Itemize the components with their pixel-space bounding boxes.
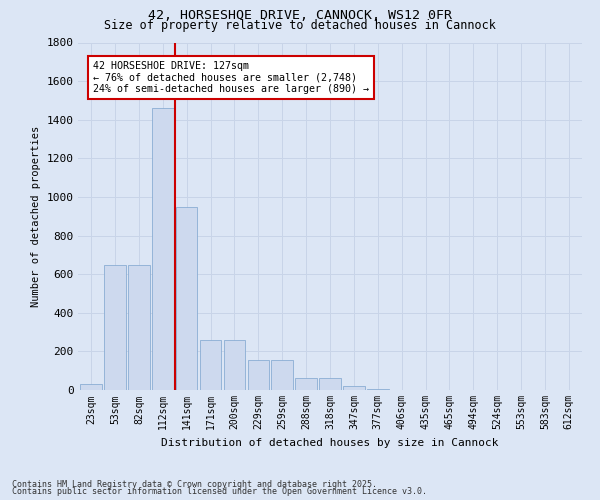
X-axis label: Distribution of detached houses by size in Cannock: Distribution of detached houses by size …	[161, 438, 499, 448]
Y-axis label: Number of detached properties: Number of detached properties	[31, 126, 41, 307]
Bar	[248, 360, 269, 390]
Bar	[343, 386, 365, 390]
Text: 42 HORSESHOE DRIVE: 127sqm
← 76% of detached houses are smaller (2,748)
24% of s: 42 HORSESHOE DRIVE: 127sqm ← 76% of deta…	[93, 61, 369, 94]
Bar	[200, 340, 221, 390]
Text: Size of property relative to detached houses in Cannock: Size of property relative to detached ho…	[104, 19, 496, 32]
Bar	[80, 384, 102, 390]
Text: Contains HM Land Registry data © Crown copyright and database right 2025.: Contains HM Land Registry data © Crown c…	[12, 480, 377, 489]
Bar	[152, 108, 173, 390]
Text: 42, HORSESHOE DRIVE, CANNOCK, WS12 0FR: 42, HORSESHOE DRIVE, CANNOCK, WS12 0FR	[148, 9, 452, 22]
Bar	[271, 360, 293, 390]
Text: Contains public sector information licensed under the Open Government Licence v3: Contains public sector information licen…	[12, 488, 427, 496]
Bar	[319, 378, 341, 390]
Bar	[176, 206, 197, 390]
Bar	[224, 340, 245, 390]
Bar	[104, 266, 126, 390]
Bar	[128, 266, 149, 390]
Bar	[295, 378, 317, 390]
Bar	[367, 389, 389, 390]
